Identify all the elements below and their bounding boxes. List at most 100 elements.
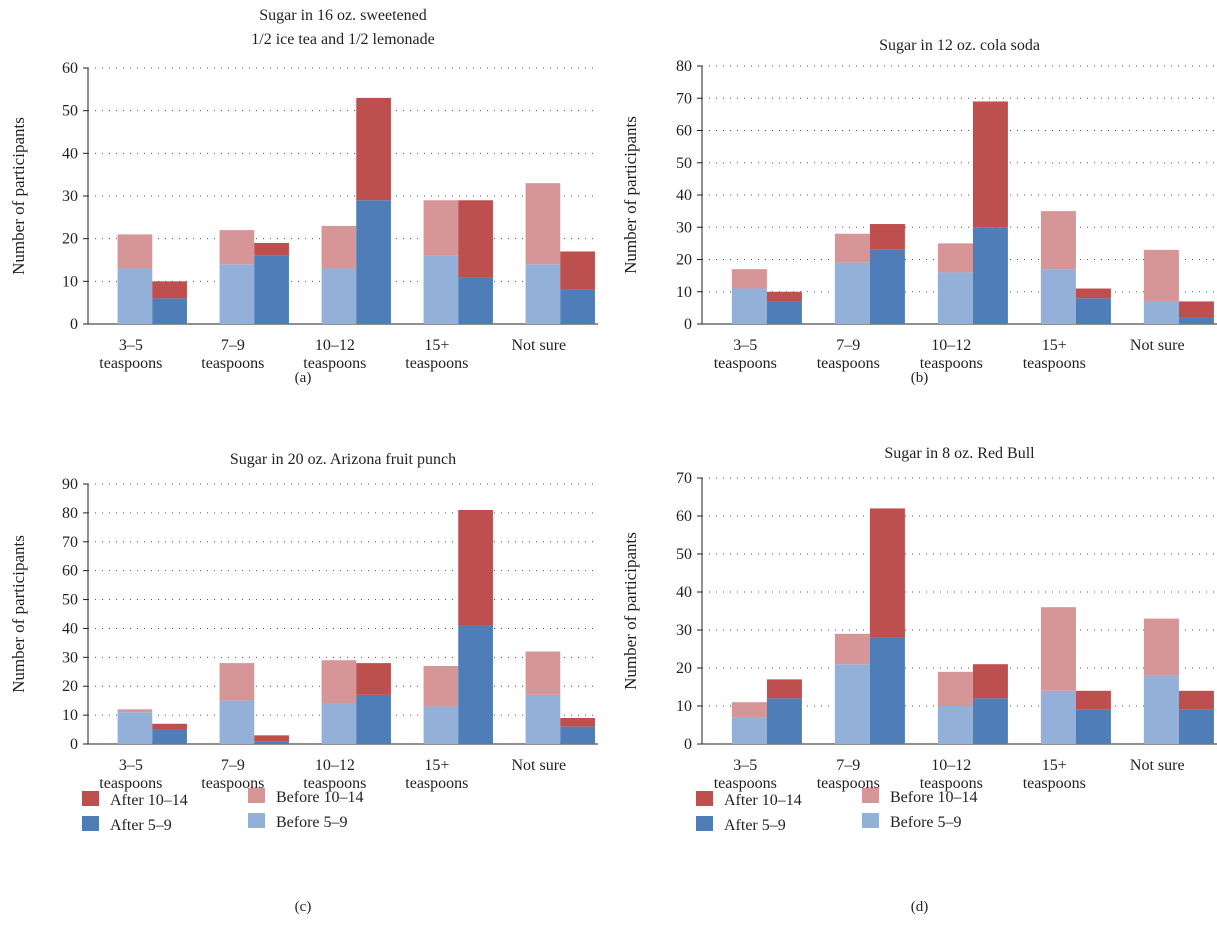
bar-after-5-9 (356, 200, 391, 324)
bar-after-5-9 (766, 301, 802, 324)
x-tick-label: teaspoons (201, 355, 264, 372)
bar-after-10-14 (869, 224, 905, 250)
chart-panel-c: Sugar in 20 oz. Arizona fruit punch 0 10 20… (9, 451, 598, 915)
x-tick-label: 15+ (424, 337, 449, 354)
bar-before-10-14 (219, 663, 255, 701)
legend-swatch (248, 813, 265, 828)
legend-label: Before 5–9 (890, 814, 962, 831)
bar-after-5-9 (972, 698, 1008, 744)
legend-swatch (696, 791, 713, 806)
legend-label: Before 10–14 (276, 789, 364, 806)
bar-before-10-14 (321, 225, 357, 269)
bar-after-10-14 (560, 718, 595, 727)
legend-label: After 5–9 (110, 817, 172, 834)
panel-label: (b) (911, 370, 929, 386)
x-tick-label: Not sure (1130, 757, 1185, 774)
y-tick-label: 50 (62, 103, 78, 120)
bar-before-5-9 (731, 717, 767, 744)
legend-label: Before 10–14 (890, 789, 978, 806)
chart-panel-a: Sugar in 16 oz. sweetened 1/2 ice tea and… (9, 7, 598, 386)
bar-before-10-14 (117, 709, 153, 713)
x-tick-label: 3–5 (733, 757, 757, 774)
x-tick-label: 7–9 (221, 757, 245, 774)
bar-after-10-14 (458, 510, 493, 626)
bar-before-5-9 (423, 255, 459, 324)
bar-before-10-14 (525, 651, 561, 695)
legend-swatch (862, 813, 879, 828)
y-tick-label: 80 (62, 505, 78, 522)
legend-label: After 5–9 (724, 817, 786, 834)
x-tick-label: teaspoons (1023, 775, 1086, 792)
legend-swatch (82, 791, 99, 806)
x-tick-label: 7–9 (836, 337, 860, 354)
bar-before-5-9 (423, 706, 459, 744)
bar-before-5-9 (525, 694, 561, 744)
bar-after-10-14 (1075, 288, 1111, 299)
y-tick-label: 10 (62, 273, 78, 290)
y-axis-label: Number of participants (621, 116, 640, 274)
bar-after-10-14 (356, 97, 391, 201)
y-tick-label: 10 (676, 698, 692, 715)
bar-after-5-9 (254, 741, 289, 744)
bar-before-10-14 (423, 666, 459, 707)
x-tick-label: teaspoons (405, 355, 468, 372)
x-tick-label: teaspoons (303, 775, 366, 792)
x-tick-label: 10–12 (315, 757, 355, 774)
bar-after-5-9 (560, 289, 595, 324)
x-tick-label: teaspoons (714, 775, 777, 792)
bar-after-10-14 (766, 679, 802, 699)
bar-after-10-14 (458, 200, 493, 278)
bar-before-5-9 (1143, 301, 1179, 324)
x-tick-label: teaspoons (99, 355, 162, 372)
y-tick-label: 70 (676, 470, 692, 487)
bar-after-10-14 (1178, 301, 1214, 318)
bar-before-5-9 (834, 664, 870, 744)
x-tick-label: 7–9 (836, 757, 860, 774)
x-tick-label: 3–5 (119, 337, 143, 354)
bar-after-5-9 (766, 698, 802, 744)
bar-after-10-14 (152, 723, 187, 730)
bar-before-10-14 (731, 702, 767, 718)
panel-label: (c) (295, 899, 312, 915)
y-tick-label: 60 (676, 508, 692, 525)
y-tick-label: 20 (676, 252, 692, 269)
y-tick-label: 0 (684, 736, 692, 753)
x-tick-label: teaspoons (99, 775, 162, 792)
legend-label: After 10–14 (724, 792, 802, 809)
bar-after-10-14 (560, 251, 595, 290)
y-axis-label: Number of participants (9, 117, 28, 275)
bar-before-10-14 (731, 269, 767, 289)
legend: After 10–14 After 5–9 Before 10–14 Before 5… (82, 788, 364, 834)
bar-after-10-14 (1075, 690, 1111, 710)
x-tick-label: teaspoons (303, 355, 366, 372)
chart-title-line: Sugar in 8 oz. Red Bull (884, 445, 1035, 462)
x-tick-label: 15+ (424, 757, 449, 774)
bar-before-5-9 (731, 288, 767, 324)
bar-after-10-14 (1178, 690, 1214, 710)
bar-after-5-9 (1178, 709, 1214, 744)
bar-after-5-9 (1075, 298, 1111, 324)
bar-before-10-14 (1143, 618, 1179, 676)
bar-after-10-14 (766, 291, 802, 302)
x-tick-label: teaspoons (714, 355, 777, 372)
x-tick-label: teaspoons (201, 775, 264, 792)
y-tick-label: 80 (676, 58, 692, 75)
y-tick-label: 60 (62, 60, 78, 77)
y-tick-label: 60 (62, 563, 78, 580)
legend: After 10–14 After 5–9 Before 10–14 Before 5… (696, 788, 978, 834)
x-tick-label: teaspoons (817, 355, 880, 372)
bar-before-5-9 (834, 262, 870, 324)
y-tick-label: 20 (676, 660, 692, 677)
bar-before-5-9 (321, 703, 357, 744)
bar-after-5-9 (152, 729, 187, 744)
bar-before-5-9 (937, 706, 973, 744)
panel-label: (d) (911, 899, 929, 915)
y-tick-label: 30 (676, 622, 692, 639)
bar-after-10-14 (152, 281, 187, 299)
y-tick-label: 40 (676, 187, 692, 204)
bar-before-5-9 (1143, 675, 1179, 744)
bar-after-10-14 (869, 508, 905, 638)
legend-swatch (82, 816, 99, 831)
bar-before-10-14 (219, 230, 255, 265)
